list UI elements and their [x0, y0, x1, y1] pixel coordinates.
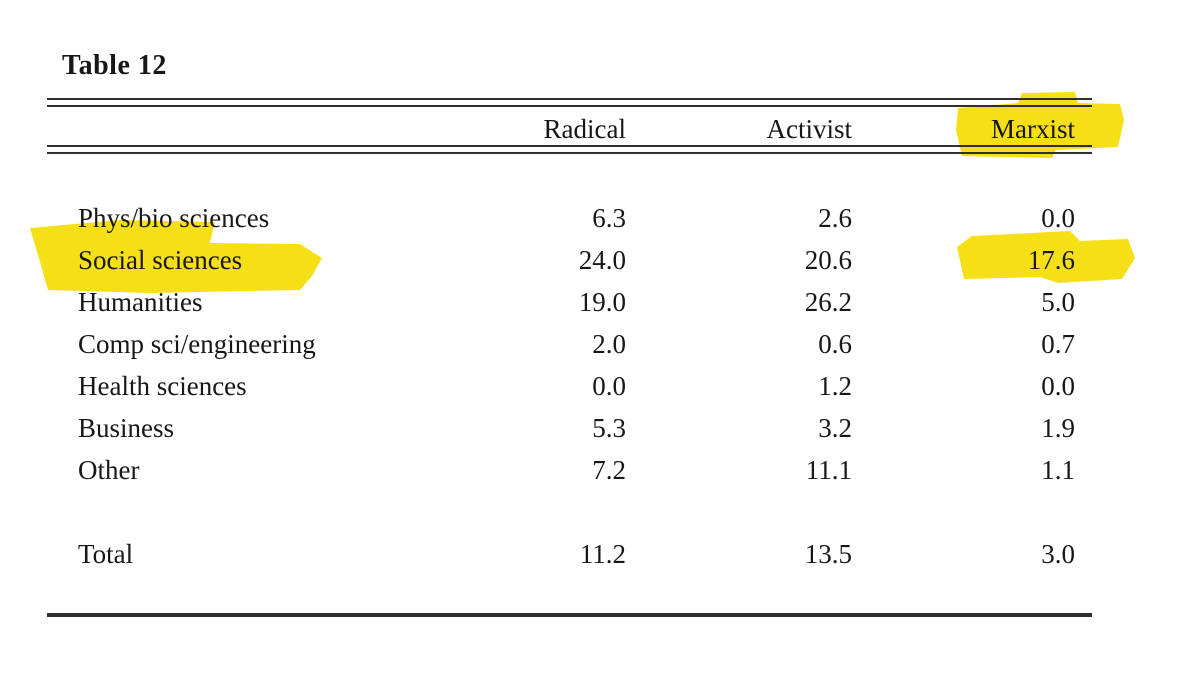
row-label: Humanities — [78, 287, 203, 317]
total-label: Total — [78, 539, 134, 569]
table-total-row: Total 11.2 13.5 3.0 — [47, 533, 1092, 575]
spacer — [47, 154, 1092, 197]
column-header-radical: Radical — [543, 114, 626, 144]
column-header-activist: Activist — [766, 114, 853, 144]
table-row: Health sciences 0.0 1.2 0.0 — [47, 365, 1092, 407]
cell-marxist: 1.9 — [1041, 413, 1075, 443]
table-row: Business 5.3 3.2 1.9 — [47, 407, 1092, 449]
cell-radical: 6.3 — [592, 203, 626, 233]
cell-radical: 0.0 — [592, 371, 626, 401]
row-label: Phys/bio sciences — [78, 203, 270, 233]
cell-activist: 0.6 — [818, 329, 852, 359]
cell-activist: 2.6 — [818, 203, 852, 233]
cell-radical: 5.3 — [592, 413, 626, 443]
cell-radical: 2.0 — [592, 329, 626, 359]
table-row: Comp sci/engineering 2.0 0.6 0.7 — [47, 323, 1092, 365]
highlight-social-sciences-label — [30, 220, 322, 293]
cell-activist: 1.2 — [818, 371, 852, 401]
row-label: Comp sci/engineering — [78, 329, 316, 359]
cell-marxist: 5.0 — [1041, 287, 1075, 317]
cell-marxist: 0.0 — [1041, 371, 1075, 401]
cell-radical: 24.0 — [578, 245, 626, 275]
data-table: Radical Activist Marxist Phys/bio scienc… — [47, 98, 1092, 617]
total-radical: 11.2 — [579, 539, 626, 569]
cell-marxist: 0.7 — [1041, 329, 1075, 359]
cell-radical: 7.2 — [592, 455, 626, 485]
top-double-rule — [47, 98, 1092, 107]
table-row: Humanities 19.0 26.2 5.0 — [47, 281, 1092, 323]
cell-radical: 19.0 — [578, 287, 626, 317]
cell-marxist: 17.6 — [1027, 245, 1075, 275]
column-header-marxist: Marxist — [991, 114, 1075, 144]
table-title: Table 12 — [62, 50, 167, 81]
row-label: Other — [78, 455, 140, 485]
cell-activist: 3.2 — [818, 413, 852, 443]
total-activist: 13.5 — [804, 539, 852, 569]
spacer — [47, 575, 1092, 613]
table-row: Other 7.2 11.1 1.1 — [47, 449, 1092, 491]
cell-activist: 11.1 — [805, 455, 852, 485]
table-header-row: Radical Activist Marxist — [47, 107, 1092, 145]
total-marxist: 3.0 — [1041, 539, 1075, 569]
table-row: Social sciences 24.0 20.6 17.6 — [47, 239, 1092, 281]
cell-activist: 20.6 — [804, 245, 852, 275]
highlight-value-17-6 — [957, 231, 1135, 283]
header-double-rule — [47, 145, 1092, 154]
spacer — [47, 491, 1092, 533]
cell-activist: 26.2 — [804, 287, 852, 317]
table-row: Phys/bio sciences 6.3 2.6 0.0 — [47, 197, 1092, 239]
row-label: Social sciences — [78, 245, 243, 275]
cell-marxist: 1.1 — [1041, 455, 1075, 485]
bottom-rule — [47, 613, 1092, 617]
row-label: Business — [78, 413, 175, 443]
row-label: Health sciences — [78, 371, 247, 401]
cell-marxist: 0.0 — [1041, 203, 1075, 233]
highlight-marxist-header — [956, 92, 1124, 158]
